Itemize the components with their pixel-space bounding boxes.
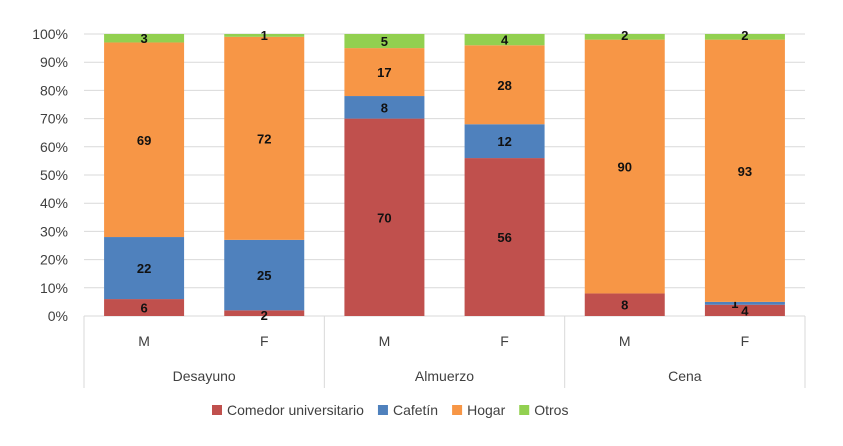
data-label: 8	[621, 298, 628, 313]
data-label: 8	[381, 100, 388, 115]
bar-segment-cafetín	[704, 301, 785, 305]
category-label: F	[500, 333, 509, 349]
bar-segment-cafetín	[104, 237, 185, 300]
y-tick-label: 100%	[32, 26, 68, 42]
y-tick-label: 20%	[40, 252, 68, 268]
bar-segment-comedor-universitario	[344, 118, 425, 316]
bar-segment-hogar	[224, 36, 305, 240]
y-tick-label: 30%	[40, 223, 68, 239]
legend-swatch	[519, 405, 530, 415]
legend-label: Comedor universitario	[227, 402, 364, 418]
data-label: 12	[497, 134, 511, 149]
bar-segment-otros	[704, 34, 785, 40]
data-label: 2	[261, 308, 268, 323]
legend-swatch	[377, 405, 388, 415]
bar-segment-otros	[224, 34, 305, 37]
data-label: 2	[621, 28, 628, 43]
bar-segment-hogar	[344, 48, 425, 97]
bar-segment-comedor-universitario	[464, 158, 545, 316]
bar-segment-cafetín	[344, 96, 425, 119]
bar-segment-hogar	[704, 39, 785, 302]
data-label: 72	[257, 131, 271, 146]
y-tick-label: 50%	[40, 167, 68, 183]
group-label: Almuerzo	[415, 368, 474, 384]
legend-label: Cafetín	[393, 402, 438, 418]
legend-swatch	[212, 405, 222, 415]
y-tick-label: 0%	[48, 308, 68, 324]
legend-label: Otros	[534, 402, 568, 418]
bar-segment-cafetín	[464, 124, 545, 159]
group-label: Cena	[668, 368, 702, 384]
data-label: 22	[137, 261, 151, 276]
data-label: 6	[140, 301, 147, 316]
data-label: 56	[497, 230, 511, 245]
data-label: 69	[137, 133, 151, 148]
data-label: 70	[377, 210, 391, 225]
category-label: M	[379, 333, 391, 349]
data-label: 4	[741, 303, 749, 318]
bar-segment-comedor-universitario	[704, 304, 785, 316]
data-label: 93	[738, 164, 752, 179]
legend-label: Hogar	[467, 402, 505, 418]
bar-segment-hogar	[464, 45, 545, 125]
bar-segment-comedor-universitario	[104, 299, 185, 316]
data-label: 2	[741, 28, 748, 43]
y-tick-label: 10%	[40, 280, 68, 296]
bar-segment-otros	[464, 34, 545, 46]
data-label: 28	[497, 78, 511, 93]
bar-segment-comedor-universitario	[584, 293, 665, 316]
group-label: Desayuno	[173, 368, 236, 384]
category-label: M	[619, 333, 631, 349]
category-label: F	[741, 333, 750, 349]
y-tick-label: 60%	[40, 139, 68, 155]
data-label: 90	[618, 160, 632, 175]
y-tick-label: 80%	[40, 82, 68, 98]
category-label: F	[260, 333, 269, 349]
data-label: 17	[377, 65, 391, 80]
data-label: 5	[381, 34, 388, 49]
bar-segment-otros	[584, 34, 665, 40]
y-tick-label: 70%	[40, 111, 68, 127]
y-tick-label: 40%	[40, 195, 68, 211]
category-label: M	[138, 333, 150, 349]
bar-segment-cafetín	[224, 239, 305, 311]
data-label: 1	[731, 296, 738, 311]
data-label: 3	[140, 31, 147, 46]
legend-swatch	[452, 405, 463, 415]
y-tick-label: 90%	[40, 54, 68, 70]
data-label: 1	[261, 28, 268, 43]
bar-segment-hogar	[104, 42, 185, 238]
bar-segment-otros	[344, 34, 425, 49]
bar-segment-comedor-universitario	[224, 310, 305, 316]
bar-segment-otros	[104, 34, 185, 43]
data-label: 25	[257, 268, 271, 283]
data-label: 4	[501, 33, 509, 48]
bar-segment-hogar	[584, 39, 665, 294]
